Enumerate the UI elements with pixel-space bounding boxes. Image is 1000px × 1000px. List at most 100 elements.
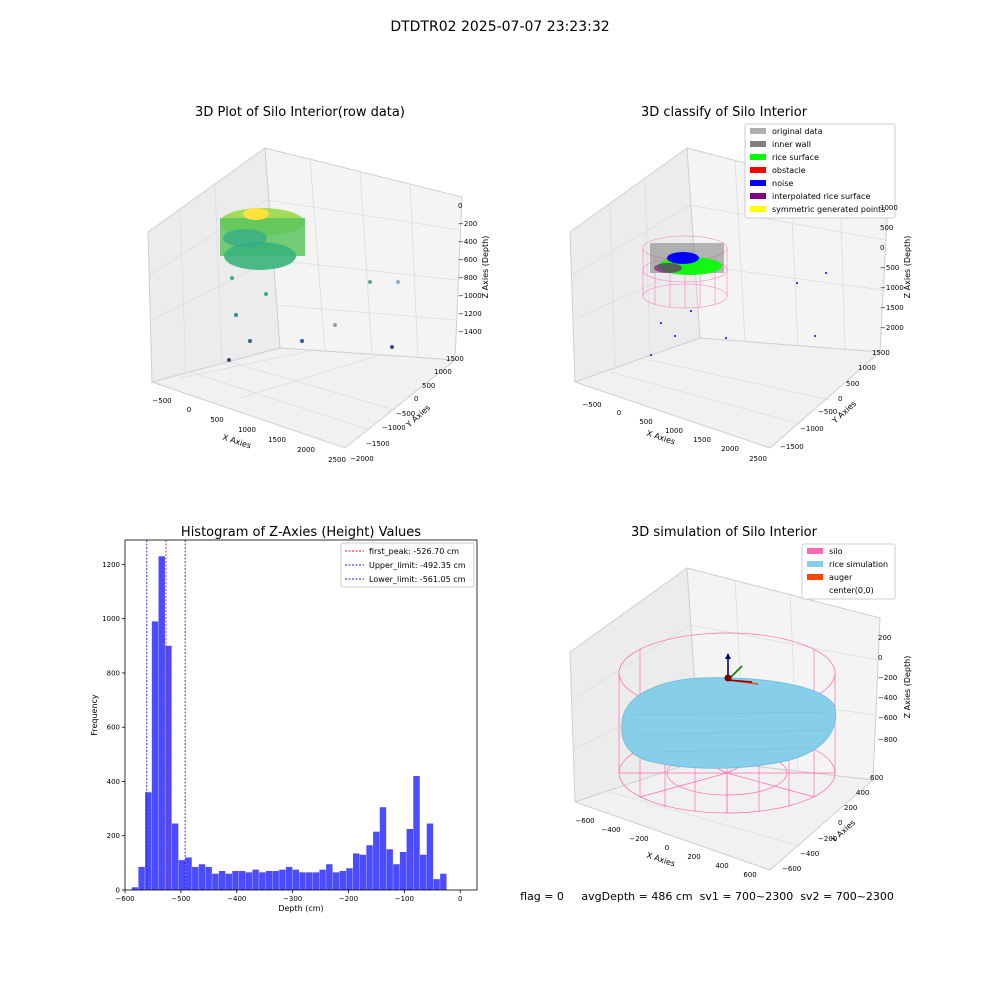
cls-legend-label: obstacle [772,166,806,175]
hist-bar [238,871,246,890]
hist-bar [192,866,199,890]
cls-noise-point [690,310,692,312]
sim-y-tick: 600 [870,774,883,782]
hist-bar [379,807,387,890]
cls-legend-swatch [750,193,766,199]
cls-z-ticks: 1000 500 0 −500 −1000 −1500 −2000 [880,204,904,332]
hist-ylabel: Frequency [90,694,99,736]
hist-bar [426,823,434,890]
panel-histogram: Histogram of Z-Axies (Height) Values −60… [90,525,478,913]
hist-bar [232,871,239,890]
hist-x-tick: −300 [283,895,302,903]
hist-bar [272,871,279,890]
raw-y-tick: −2000 [350,455,374,463]
sim-y-tick: 200 [844,804,857,812]
hist-bar [352,853,360,890]
hist-bar [406,828,414,890]
sim-x-tick: 600 [743,871,756,879]
raw-x-tick: 1500 [268,436,286,444]
raw-cloud-peak [243,208,269,220]
cls-legend-swatch [750,141,766,147]
hist-bar [413,776,420,890]
hist-bar [259,872,266,890]
cls-y-tick: 1000 [858,364,876,372]
sim-y-tick: −400 [800,850,819,858]
cls-noise-point [674,335,676,337]
raw-grid [149,157,461,431]
sim-axis-z-head [725,653,731,659]
cls-legend-swatch [750,128,766,134]
sim-legend-label: center(0,0) [829,586,874,595]
panel-classify-3d: 3D classify of Silo Interior [569,105,912,463]
raw-z-tick: −600 [458,256,477,264]
panel-classify-title: 3D classify of Silo Interior [641,105,808,120]
hist-bar [198,864,206,890]
cls-grid [571,159,886,425]
sim-zlabel: Z Axies (Depth) [903,656,912,719]
sim-ylabel: Y Axies [829,818,857,845]
hist-x-tick: −200 [339,895,358,903]
hist-bar [218,871,226,890]
cls-x-tick: 500 [639,418,652,426]
cls-z-tick: −1500 [880,304,904,312]
cls-noise-points [650,272,827,356]
panel-simulation-3d: 3D simulation of Silo Interior [569,525,912,879]
sim-auger [724,653,759,685]
raw-point [390,345,394,349]
sim-title: 3D simulation of Silo Interior [631,525,818,540]
cls-legend-swatch [750,180,766,186]
raw-y-tick: 1500 [446,355,464,363]
cls-z-tick: −1000 [880,284,904,292]
hist-plot-frame [124,539,478,891]
hist-bar [306,872,313,890]
sim-floor-pane [573,759,875,871]
raw-x-tick: 0 [187,406,191,414]
cls-x-tick: 0 [617,409,621,417]
sim-legend-swatch [807,548,823,554]
hist-x-tick: −500 [171,895,190,903]
sim-legend-swatch [807,561,823,567]
hist-bar [212,873,219,890]
raw-point [234,313,238,317]
raw-point [227,358,231,362]
raw-floor-pane [150,347,457,449]
hist-y-tick: 600 [107,724,120,732]
raw-y-tick: −1000 [382,424,406,432]
hist-y-ticks: 0 200 400 600 800 1000 1200 [102,561,125,895]
cls-zlabel: Z Axies (Depth) [903,236,912,299]
sim-legend-swatch [807,574,823,580]
raw-outlier-points [227,276,400,362]
hist-x-ticks: −600 −500 −400 −300 −200 −100 0 [115,890,462,903]
cls-z-tick: −500 [880,264,899,272]
raw-z-tick: −400 [458,238,477,246]
hist-bar [252,869,259,890]
raw-z-tick: −200 [458,220,477,228]
cls-noise-point [825,272,827,274]
panel-raw-title: 3D Plot of Silo Interior(row data) [195,105,405,120]
sim-xlabel: X Axies [645,851,676,869]
cls-legend-swatch [750,167,766,173]
hist-title: Histogram of Z-Axies (Height) Values [181,525,421,540]
hist-legend-label-lower: Lower_limit: -561.05 cm [369,575,466,584]
hist-x-tick: −600 [115,895,134,903]
hist-legend-box [340,542,475,588]
hist-bar [285,866,293,890]
cls-x-tick: 2000 [721,445,739,453]
cls-y-tick: 0 [838,395,842,403]
cls-z-tick: 0 [880,244,884,252]
cls-x-tick: 2500 [749,455,767,463]
hist-bar [373,831,380,890]
sim-legend-label: rice simulation [829,560,888,569]
raw-y-tick: −1500 [366,440,390,448]
hist-bar [151,621,159,890]
sim-x-tick: −200 [629,835,648,843]
hist-bar [393,864,400,890]
figure-suptitle: DTDTR02 2025-07-07 23:23:32 [390,19,609,35]
hist-bar [171,823,179,890]
hist-y-tick: 0 [116,887,120,895]
cls-floor-pane [573,337,882,449]
hist-x-tick: 0 [458,895,462,903]
raw-y-tick: −500 [396,410,415,418]
raw-zlabel: Z Axies (Depth) [481,236,490,299]
